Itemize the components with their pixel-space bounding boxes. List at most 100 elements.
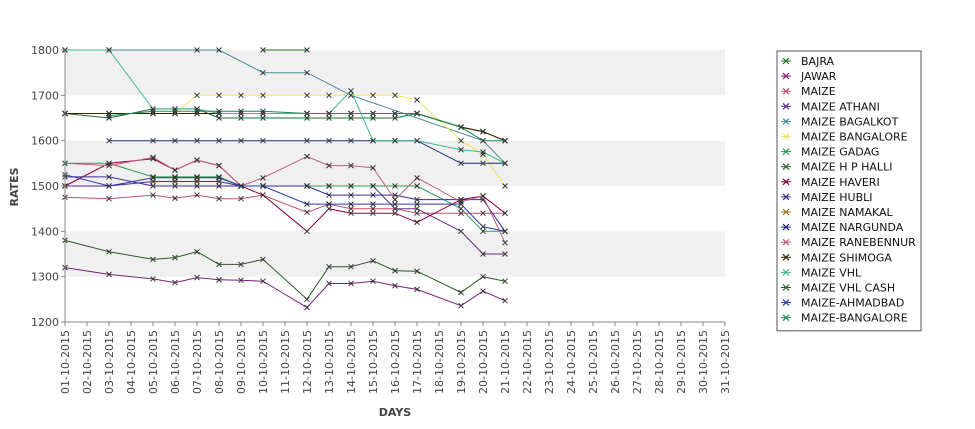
data-point [150, 276, 156, 282]
legend-marker [782, 148, 790, 156]
legend-marker [782, 72, 790, 80]
data-point [304, 137, 310, 144]
x-tick-label: 03-10-2015 [103, 330, 116, 394]
legend-label: MAIZE SHIMOGA [801, 251, 892, 264]
data-point [194, 137, 200, 144]
data-point [370, 165, 376, 171]
data-point [194, 47, 200, 53]
data-point [150, 154, 156, 161]
x-tick-label: 25-10-2015 [587, 330, 600, 394]
legend-item: MAIZE NAMAKAL [781, 206, 894, 219]
legend-item: MAIZE GADAG [781, 146, 879, 159]
data-point [216, 174, 222, 181]
data-point [216, 195, 222, 202]
data-point [370, 210, 376, 217]
data-point [326, 115, 332, 121]
data-point [348, 110, 354, 117]
data-point [502, 228, 508, 235]
data-point [502, 137, 508, 144]
y-tick-label: 1800 [31, 44, 59, 57]
data-point [194, 183, 200, 189]
data-point [392, 110, 398, 117]
data-point [414, 196, 420, 203]
x-tick-label: 05-10-2015 [147, 330, 160, 394]
data-point [348, 87, 354, 94]
data-point [502, 251, 508, 257]
data-point [194, 106, 200, 112]
data-point [150, 256, 156, 263]
legend-label: MAIZE [801, 85, 836, 98]
data-point [150, 155, 156, 162]
x-tick-label: 08-10-2015 [213, 330, 226, 394]
data-point [392, 92, 398, 99]
data-point [194, 174, 200, 181]
data-point [106, 115, 112, 121]
data-point [150, 106, 156, 112]
x-tick-label: 04-10-2015 [125, 330, 138, 394]
x-tick-label: 29-10-2015 [675, 330, 688, 394]
data-point [150, 174, 156, 181]
legend-item: MAIZE VHL CASH [781, 282, 895, 295]
data-point [370, 257, 376, 264]
legend-marker [782, 163, 790, 171]
data-point [172, 195, 178, 202]
data-point [326, 192, 332, 198]
legend-marker [782, 87, 790, 95]
data-point [392, 201, 398, 207]
data-point [106, 162, 112, 169]
data-point [458, 228, 464, 235]
data-point [238, 183, 244, 189]
legend-label: MAIZE NARGUNDA [801, 221, 904, 234]
legend-item: MAIZE BANGALORE [781, 131, 908, 144]
x-tick-label: 20-10-2015 [477, 330, 490, 394]
data-point [502, 239, 508, 246]
data-point [348, 137, 354, 144]
x-tick-label: 06-10-2015 [169, 330, 182, 394]
legend-marker [782, 268, 790, 276]
data-point [106, 47, 112, 53]
data-point [172, 167, 178, 173]
data-point [238, 92, 244, 99]
legend-marker [782, 57, 790, 65]
legend-marker [782, 133, 790, 140]
legend-item: JAWAR [781, 70, 837, 83]
data-point [502, 278, 508, 285]
legend-label: MAIZE ATHANI [801, 100, 880, 113]
legend-marker [782, 253, 790, 261]
data-point [326, 110, 332, 117]
data-point [480, 210, 486, 217]
legend-label: MAIZE RANEBENNUR [801, 236, 916, 249]
legend-marker [782, 117, 790, 125]
data-point [348, 210, 354, 217]
data-point [414, 286, 420, 293]
x-tick-label: 17-10-2015 [411, 330, 424, 394]
data-point [150, 192, 156, 198]
data-point [480, 288, 486, 295]
legend-marker [782, 299, 790, 307]
legend-box [776, 50, 922, 332]
data-point [326, 137, 332, 144]
data-point [172, 279, 178, 286]
data-point [194, 108, 200, 115]
data-point [172, 174, 178, 181]
series-line [109, 140, 505, 164]
legend-item: MAIZE RANEBENNUR [781, 236, 916, 249]
data-point [238, 137, 244, 144]
data-point [304, 153, 310, 160]
data-point [480, 128, 486, 135]
data-point [370, 115, 376, 121]
data-point [414, 205, 420, 212]
data-point [194, 174, 200, 180]
data-point [414, 110, 420, 117]
legend-label: BAJRA [801, 55, 835, 68]
data-point [216, 183, 222, 189]
data-point [326, 280, 332, 287]
data-point [392, 282, 398, 289]
series-maize-vhl-cash [62, 237, 508, 303]
data-point [458, 210, 464, 217]
grid-band [65, 231, 725, 277]
data-point [392, 205, 398, 212]
series-maize-ahmadbad [62, 171, 508, 235]
legend: BAJRA JAWAR MAIZE MAIZE ATHANI MAIZE BAGALKO… [776, 50, 922, 332]
grid-band [65, 276, 725, 322]
